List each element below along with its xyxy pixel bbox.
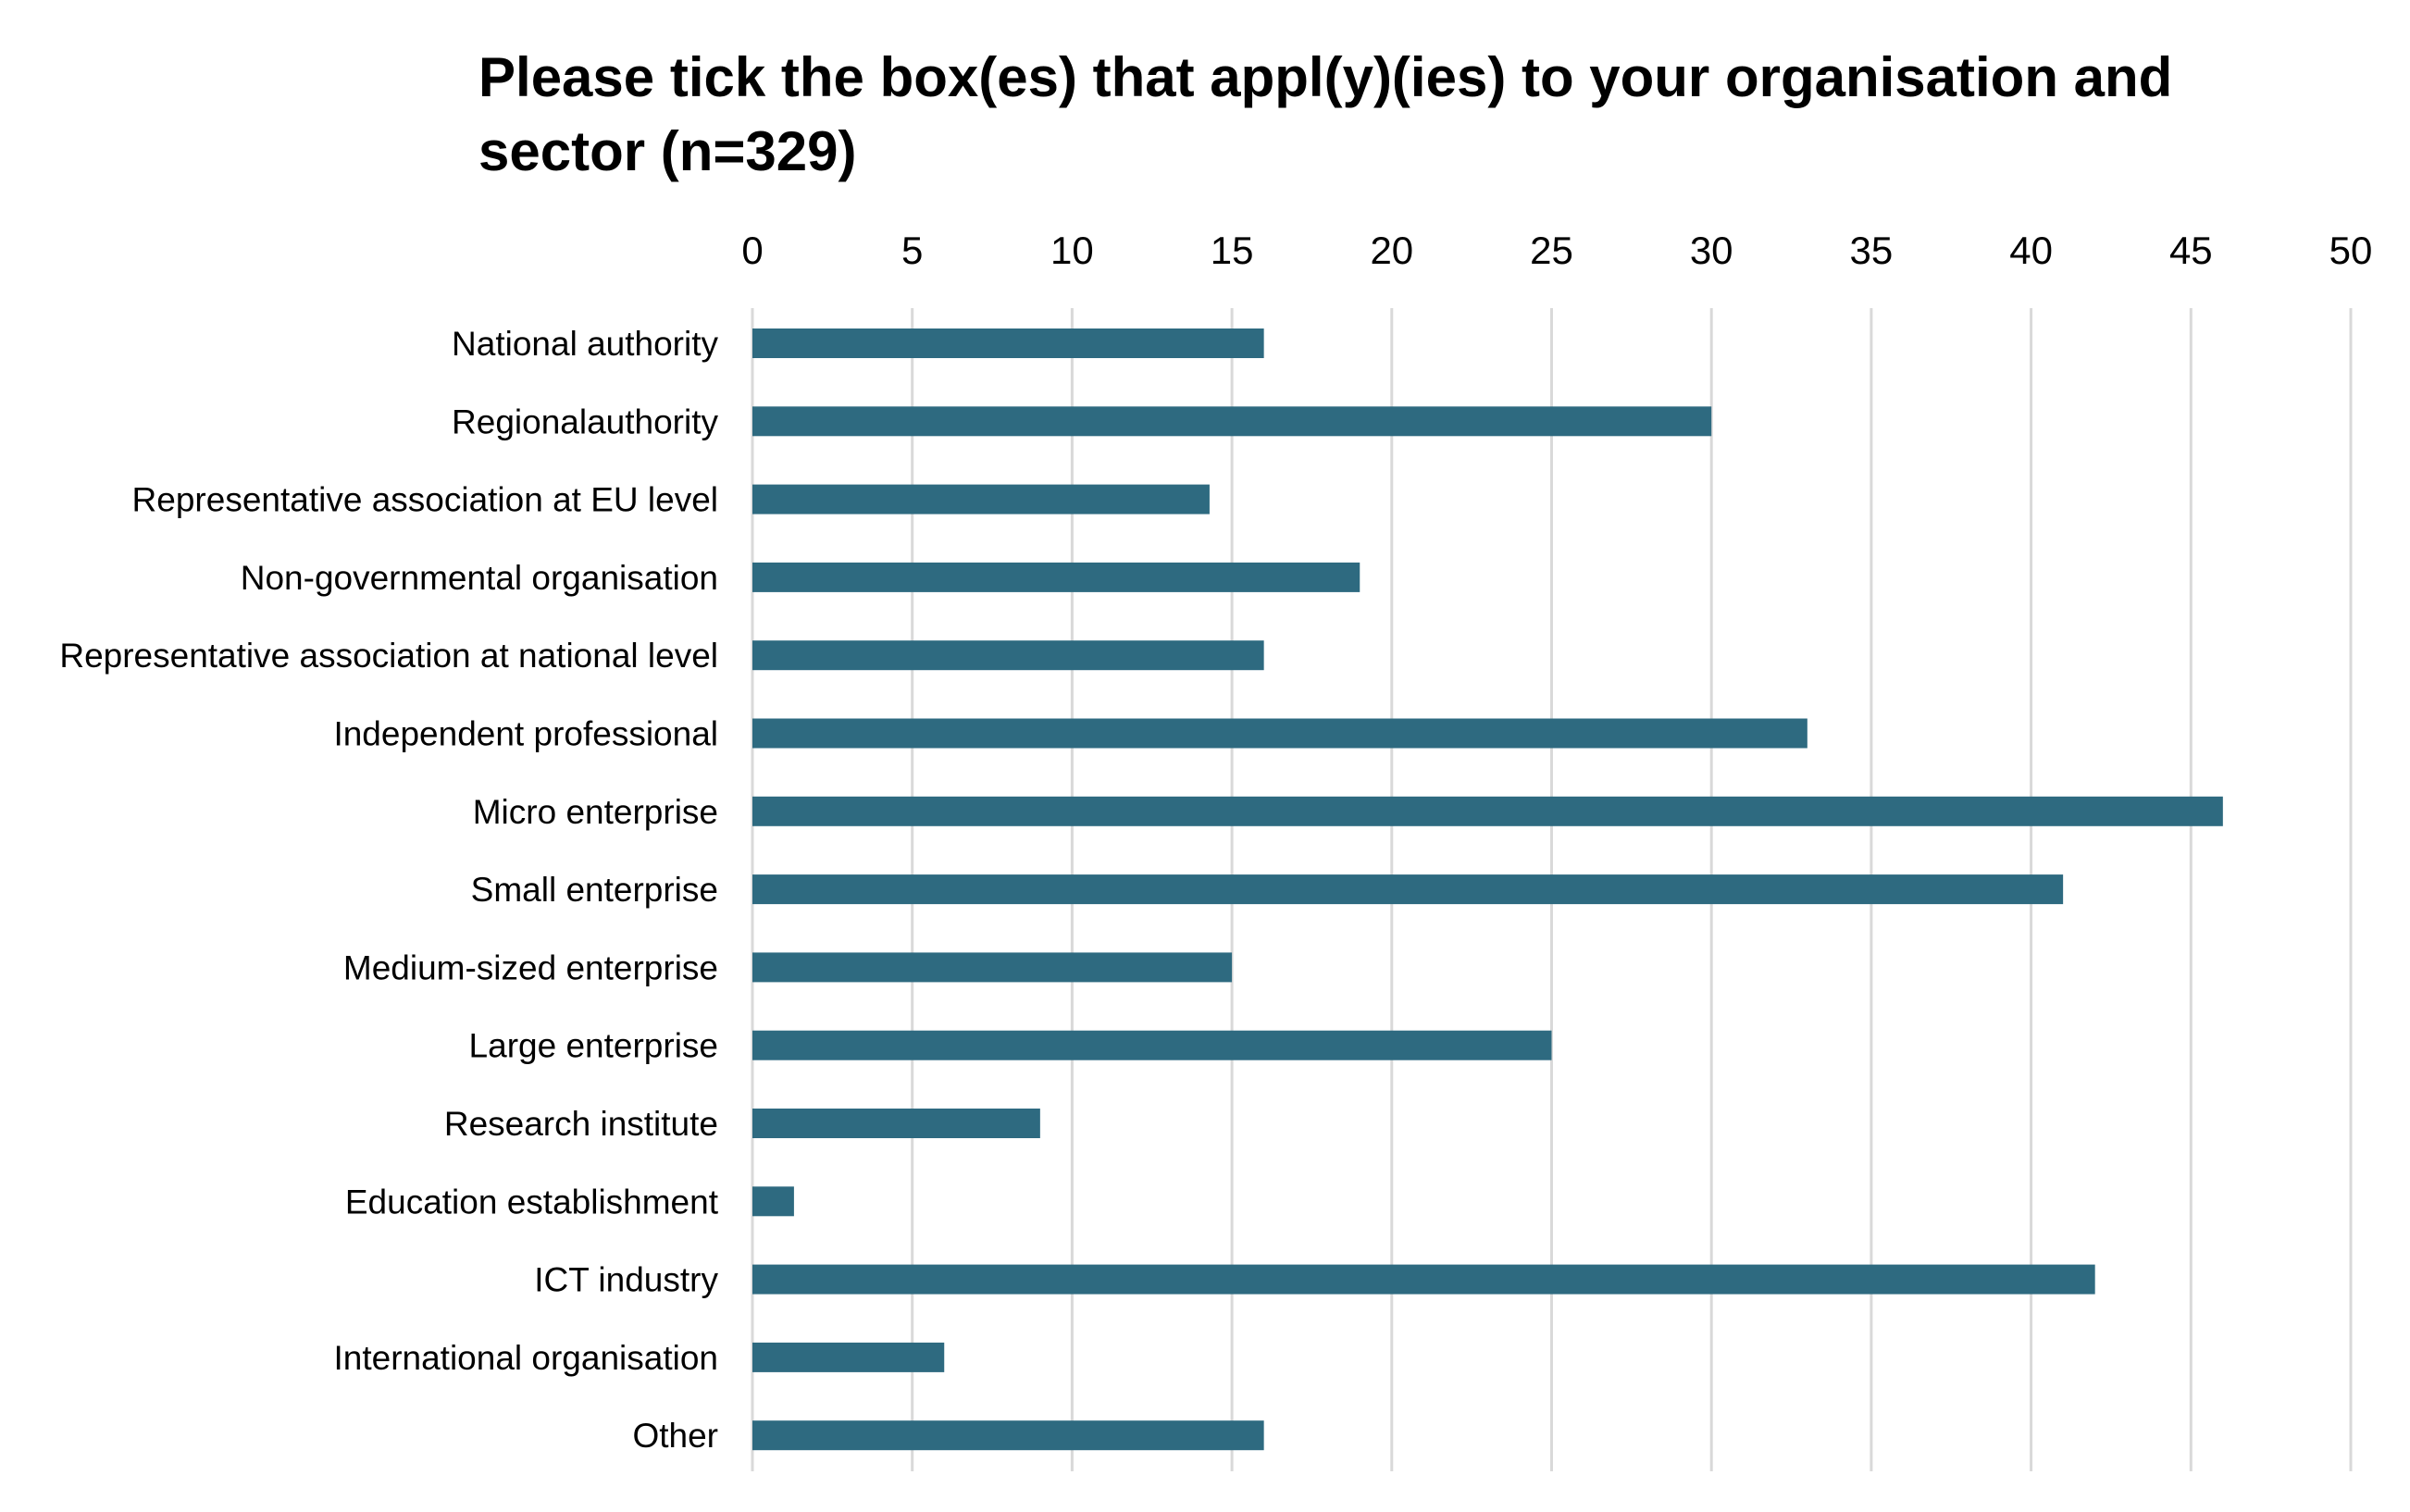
x-tick-label: 50 bbox=[2329, 229, 2373, 272]
chart-title: Please tick the box(es) that appl(y)(ies… bbox=[478, 46, 2173, 182]
x-tick-label: 10 bbox=[1050, 229, 1094, 272]
category-label: Regionalauthority bbox=[452, 403, 718, 440]
bar bbox=[752, 1420, 1264, 1451]
bar bbox=[752, 1030, 1552, 1060]
bar bbox=[752, 1264, 2095, 1295]
category-label: Independent professional bbox=[333, 715, 718, 753]
x-tick-label: 20 bbox=[1370, 229, 1413, 272]
bar bbox=[752, 640, 1264, 671]
category-label: International organisation bbox=[333, 1339, 718, 1377]
category-labels: National authority Regionalauthority Repre… bbox=[59, 325, 718, 1455]
bar bbox=[752, 406, 1712, 437]
x-tick-label: 45 bbox=[2169, 229, 2213, 272]
x-tick-label: 25 bbox=[1530, 229, 1573, 272]
category-label: Non-governmental organisation bbox=[241, 559, 718, 597]
x-tick-label: 35 bbox=[1850, 229, 1894, 272]
x-axis-ticks: 0 5 10 15 20 25 30 35 40 45 50 bbox=[741, 229, 2372, 272]
bar bbox=[752, 562, 1360, 592]
category-label: Research institute bbox=[444, 1105, 718, 1143]
bar bbox=[752, 1109, 1040, 1138]
category-label: Other bbox=[632, 1417, 718, 1455]
bar bbox=[752, 328, 1264, 358]
bar bbox=[752, 952, 1233, 983]
category-label: Large enterprise bbox=[469, 1027, 718, 1065]
x-tick-label: 30 bbox=[1690, 229, 1733, 272]
category-label: Small enterprise bbox=[471, 871, 718, 909]
bar bbox=[752, 1342, 945, 1372]
category-label: Representative association at national l… bbox=[59, 637, 718, 675]
bar bbox=[752, 1186, 794, 1217]
category-label: Education establishment bbox=[345, 1183, 719, 1221]
x-tick-label: 15 bbox=[1211, 229, 1254, 272]
bars bbox=[752, 328, 2223, 1451]
bar bbox=[752, 796, 2223, 826]
x-tick-label: 40 bbox=[2009, 229, 2053, 272]
x-tick-label: 0 bbox=[741, 229, 763, 272]
category-label: Medium-sized enterprise bbox=[343, 948, 718, 986]
category-label: Representative association at EU level bbox=[132, 481, 718, 519]
bar bbox=[752, 484, 1210, 514]
bar bbox=[752, 874, 2064, 905]
x-tick-label: 5 bbox=[901, 229, 923, 272]
category-label: ICT industry bbox=[534, 1261, 718, 1299]
bar bbox=[752, 718, 1808, 749]
category-label: Micro enterprise bbox=[473, 793, 718, 831]
category-label: National authority bbox=[452, 325, 718, 363]
